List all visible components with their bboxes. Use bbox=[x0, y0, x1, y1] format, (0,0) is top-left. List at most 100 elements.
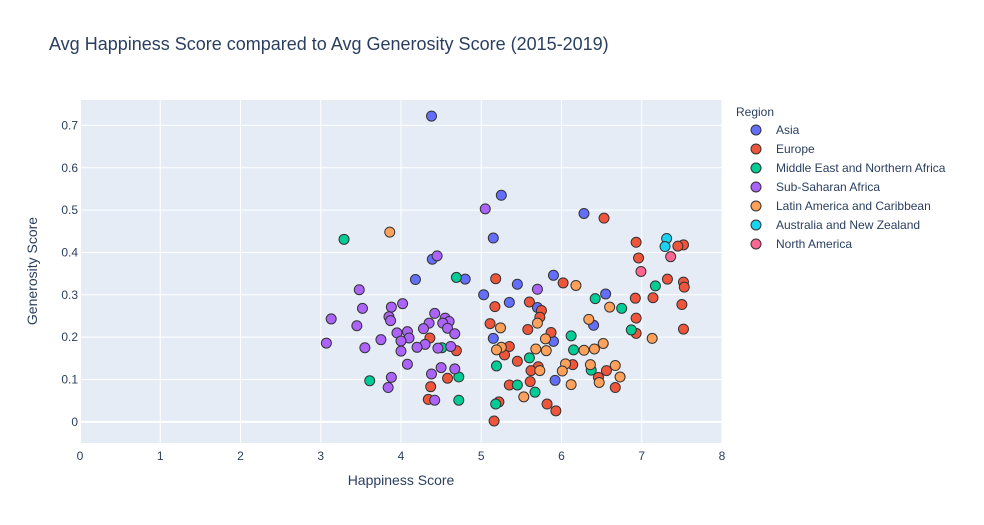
data-point bbox=[616, 302, 628, 314]
data-point bbox=[588, 343, 600, 355]
data-point bbox=[565, 330, 577, 342]
data-point bbox=[431, 250, 443, 262]
data-point bbox=[661, 273, 673, 285]
data-point bbox=[540, 345, 552, 357]
y-tick-label: 0.7 bbox=[61, 118, 78, 132]
data-point bbox=[325, 313, 337, 325]
data-point bbox=[629, 292, 641, 304]
legend-entry[interactable]: Latin America and Caribbean bbox=[776, 199, 931, 213]
data-point bbox=[488, 415, 500, 427]
legend-entry[interactable]: Sub-Saharan Africa bbox=[776, 180, 880, 194]
data-point bbox=[495, 322, 507, 334]
data-point bbox=[584, 359, 596, 371]
data-point bbox=[550, 405, 562, 417]
data-point bbox=[589, 293, 601, 305]
data-point bbox=[478, 289, 490, 301]
data-point bbox=[449, 328, 461, 340]
data-point bbox=[425, 368, 437, 380]
data-point bbox=[429, 307, 441, 319]
data-point bbox=[375, 334, 387, 346]
data-point bbox=[598, 212, 610, 224]
data-point bbox=[523, 352, 535, 364]
x-tick-label: 8 bbox=[719, 449, 726, 463]
data-point bbox=[395, 335, 407, 347]
data-point bbox=[442, 322, 454, 334]
legend-marker[interactable] bbox=[750, 181, 762, 193]
x-tick-label: 3 bbox=[317, 449, 324, 463]
data-point bbox=[459, 273, 471, 285]
legend-entry[interactable]: Asia bbox=[776, 123, 800, 137]
data-point bbox=[659, 241, 671, 253]
data-point bbox=[541, 398, 553, 410]
data-point bbox=[583, 313, 595, 325]
data-point bbox=[604, 301, 616, 313]
legend-marker[interactable] bbox=[750, 162, 762, 174]
y-tick-label: 0.1 bbox=[61, 372, 78, 386]
y-tick-label: 0.6 bbox=[61, 161, 78, 175]
data-point bbox=[600, 288, 612, 300]
data-point bbox=[395, 345, 407, 357]
data-point bbox=[523, 296, 535, 308]
data-point bbox=[557, 277, 569, 289]
data-point bbox=[449, 363, 461, 375]
data-point bbox=[435, 362, 447, 374]
data-point bbox=[417, 323, 429, 335]
y-tick-label: 0.5 bbox=[61, 203, 78, 217]
data-point bbox=[479, 203, 491, 215]
data-point bbox=[489, 301, 501, 313]
data-point bbox=[518, 391, 530, 403]
data-point bbox=[490, 398, 502, 410]
data-point bbox=[409, 274, 421, 286]
data-point bbox=[534, 365, 546, 377]
data-point bbox=[364, 375, 376, 387]
y-tick-label: 0.3 bbox=[61, 288, 78, 302]
data-point bbox=[453, 394, 465, 406]
legend-marker[interactable] bbox=[750, 124, 762, 136]
data-point bbox=[609, 360, 621, 372]
data-point bbox=[425, 381, 437, 393]
data-point bbox=[495, 189, 507, 201]
legend-entry[interactable]: Australia and New Zealand bbox=[776, 218, 920, 232]
legend-marker[interactable] bbox=[750, 143, 762, 155]
legend-marker[interactable] bbox=[750, 200, 762, 212]
legend-title: Region bbox=[736, 105, 774, 119]
data-point bbox=[338, 233, 350, 245]
data-point bbox=[630, 312, 642, 324]
x-axis-title: Happiness Score bbox=[348, 472, 455, 488]
data-point bbox=[382, 382, 394, 394]
data-point bbox=[511, 278, 523, 290]
data-point bbox=[593, 376, 605, 388]
data-point bbox=[487, 332, 499, 344]
legend-entry[interactable]: Middle East and Northern Africa bbox=[776, 161, 946, 175]
data-point bbox=[490, 360, 502, 372]
legend-marker[interactable] bbox=[750, 219, 762, 231]
x-axis-ticks: 0 1 2 3 4 5 6 7 8 bbox=[77, 449, 726, 463]
data-point bbox=[442, 372, 454, 384]
data-point bbox=[320, 337, 332, 349]
data-point bbox=[614, 371, 626, 383]
data-point bbox=[649, 280, 661, 292]
legend-entry[interactable]: North America bbox=[776, 237, 852, 251]
data-point bbox=[646, 332, 658, 344]
data-point bbox=[359, 342, 371, 354]
data-point bbox=[450, 271, 462, 283]
data-point bbox=[385, 301, 397, 313]
data-point bbox=[385, 371, 397, 383]
data-point bbox=[411, 341, 423, 353]
data-point bbox=[384, 226, 396, 238]
data-point bbox=[351, 320, 363, 332]
data-point bbox=[353, 284, 365, 296]
data-point bbox=[568, 344, 580, 356]
y-axis-title: Generosity Score bbox=[24, 217, 40, 325]
data-point bbox=[490, 344, 502, 356]
legend-entry[interactable]: Europe bbox=[776, 142, 815, 156]
data-point bbox=[570, 279, 582, 291]
data-point bbox=[445, 340, 457, 352]
data-point bbox=[385, 315, 397, 327]
grid-lines bbox=[79, 100, 723, 443]
data-point bbox=[547, 269, 559, 281]
data-point bbox=[647, 292, 659, 304]
data-point bbox=[531, 283, 543, 295]
legend-marker[interactable] bbox=[750, 238, 762, 250]
